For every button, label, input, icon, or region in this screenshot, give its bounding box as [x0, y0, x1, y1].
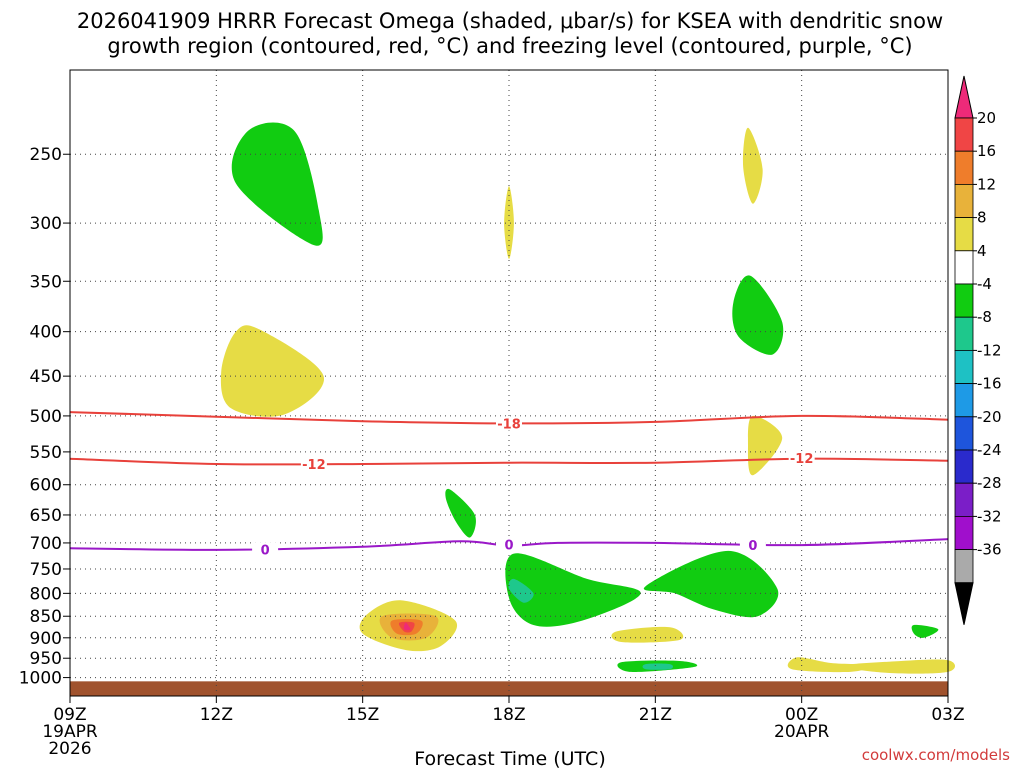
omega-region	[732, 275, 784, 355]
contour-label: -12	[302, 458, 326, 473]
contour-label-bg	[252, 542, 279, 557]
colorbar-segment	[954, 516, 974, 551]
source-credit[interactable]: coolwx.com/models	[862, 746, 1010, 764]
y-tick-label: 400	[30, 323, 62, 343]
contour-label-bg	[788, 451, 815, 466]
y-tick-label: 450	[30, 367, 62, 387]
omega-region	[231, 122, 323, 246]
ground-fill	[70, 681, 948, 696]
colorbar-tick-label: 4	[977, 242, 987, 260]
x-tick-date: 20APR	[774, 722, 830, 742]
colorbar-segment	[954, 283, 974, 318]
axes: 2503003504004505005506006507007508008509…	[19, 69, 965, 759]
chart-title-line2: growth region (contoured, red, °C) and f…	[107, 34, 912, 58]
colorbar-segment	[954, 250, 974, 285]
omega-region	[445, 488, 476, 538]
contour-label: -12	[790, 452, 814, 467]
colorbar-segment	[954, 349, 974, 384]
y-tick-label: 700	[30, 534, 62, 554]
colorbar-segment	[954, 183, 974, 218]
y-tick-label: 350	[30, 272, 62, 292]
omega-region	[508, 578, 534, 603]
y-tick-label: 850	[30, 607, 62, 627]
x-tick-year: 2026	[48, 739, 91, 759]
colorbar-tick-label: -32	[977, 507, 1002, 525]
omega-region	[403, 622, 411, 631]
plot-frame	[69, 69, 949, 697]
chart-title-line1: 2026041909 HRRR Forecast Omega (shaded, …	[77, 9, 943, 33]
colorbar-tick-label: -16	[977, 375, 1002, 393]
colorbar-tick-label: 20	[977, 109, 996, 127]
colorbar-tick-label: -12	[977, 341, 1002, 359]
y-tick-label: 300	[30, 214, 62, 234]
x-tick-label: 15Z	[346, 705, 379, 725]
x-tick-label: 12Z	[200, 705, 233, 725]
colorbar: 20 16 12 8 4 -4 -8 -12 -16 -20 -24 -28 -32 -36	[954, 75, 1002, 625]
omega-region	[505, 553, 641, 627]
colorbar-tick-label: -8	[977, 308, 992, 326]
x-tick-label: 18Z	[492, 705, 525, 725]
omega-region	[611, 626, 684, 643]
omega-region	[747, 415, 783, 476]
y-tick-label: 900	[30, 629, 62, 649]
colorbar-segment	[954, 449, 974, 484]
omega-region	[504, 186, 514, 259]
colorbar-segment	[954, 416, 974, 451]
colorbar-segment	[954, 383, 974, 418]
y-tick-label: 250	[30, 145, 62, 165]
colorbar-tick-label: -20	[977, 408, 1002, 426]
omega-region	[840, 659, 956, 674]
y-tick-label: 750	[30, 560, 62, 580]
colorbar-segment	[954, 150, 974, 185]
colorbar-tick-label: -4	[977, 275, 992, 293]
colorbar-top-arrow	[954, 75, 974, 119]
colorbar-tick-label: -24	[977, 441, 1002, 459]
contour-label: 0	[748, 539, 757, 554]
x-tick-date: 19APR	[42, 722, 98, 742]
omega-region	[911, 624, 939, 638]
plot-area: -18 -12 -12 0 0 0	[69, 70, 956, 696]
contour-label: 0	[504, 539, 513, 554]
colorbar-tick-label: 8	[977, 209, 987, 227]
omega-region	[642, 663, 673, 670]
y-tick-label: 950	[30, 649, 62, 669]
contour-label-bg	[300, 457, 327, 472]
colorbar-segment	[954, 217, 974, 252]
contour-label: -18	[497, 417, 521, 432]
y-tick-label: 800	[30, 584, 62, 604]
y-tick-label: 550	[30, 443, 62, 463]
x-tick-label: 00Z	[785, 705, 818, 725]
y-tick-label: 650	[30, 506, 62, 526]
contour-label-bg	[496, 416, 522, 431]
x-tick-label: 09Z	[53, 705, 86, 725]
colorbar-segment	[954, 316, 974, 351]
colorbar-tick-label: 16	[977, 142, 996, 160]
omega-region	[220, 325, 325, 417]
colorbar-bottom-arrow	[954, 582, 974, 625]
colorbar-segment	[954, 549, 974, 584]
contour-label-bg	[739, 538, 766, 553]
colorbar-segment	[954, 482, 974, 517]
colorbar-tick-label: 12	[977, 175, 996, 193]
x-tick-label: 21Z	[639, 705, 672, 725]
y-tick-label: 600	[30, 476, 62, 496]
x-axis-title: Forecast Time (UTC)	[414, 748, 605, 768]
dendritic-bottom-contour	[69, 457, 949, 466]
y-tick-label: 1000	[19, 669, 62, 689]
x-tick-label: 03Z	[931, 705, 964, 725]
colorbar-tick-label: -36	[977, 541, 1002, 559]
contour-label-bg	[496, 537, 522, 552]
omega-region	[742, 127, 763, 204]
omega-region	[643, 550, 779, 618]
colorbar-segment	[954, 117, 974, 152]
contour-label: 0	[261, 543, 270, 558]
y-tick-label: 500	[30, 407, 62, 427]
colorbar-tick-label: -28	[977, 474, 1002, 492]
